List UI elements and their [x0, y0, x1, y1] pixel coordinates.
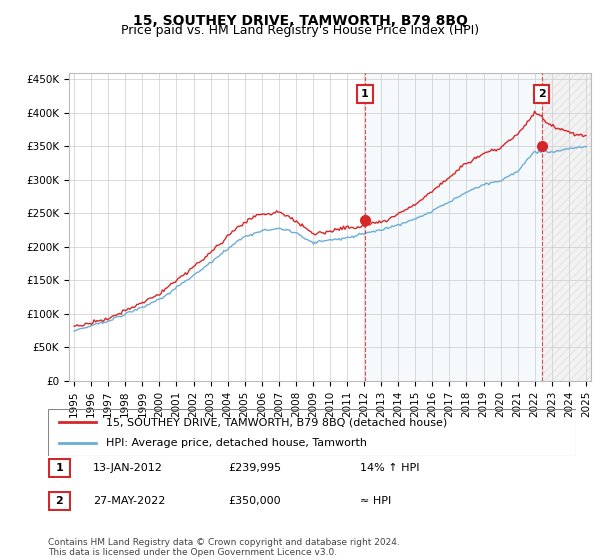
Text: Price paid vs. HM Land Registry's House Price Index (HPI): Price paid vs. HM Land Registry's House … — [121, 24, 479, 37]
Text: £239,995: £239,995 — [228, 463, 281, 473]
Bar — [542, 73, 591, 381]
Text: HPI: Average price, detached house, Tamworth: HPI: Average price, detached house, Tamw… — [106, 438, 367, 448]
Text: 15, SOUTHEY DRIVE, TAMWORTH, B79 8BQ (detached house): 15, SOUTHEY DRIVE, TAMWORTH, B79 8BQ (de… — [106, 417, 448, 427]
Bar — [365, 73, 542, 381]
Text: ≈ HPI: ≈ HPI — [360, 496, 391, 506]
Text: £350,000: £350,000 — [228, 496, 281, 506]
Text: 2: 2 — [56, 496, 63, 506]
Text: Contains HM Land Registry data © Crown copyright and database right 2024.
This d: Contains HM Land Registry data © Crown c… — [48, 538, 400, 557]
Text: 13-JAN-2012: 13-JAN-2012 — [93, 463, 163, 473]
Text: 15, SOUTHEY DRIVE, TAMWORTH, B79 8BQ: 15, SOUTHEY DRIVE, TAMWORTH, B79 8BQ — [133, 14, 467, 28]
Text: 2: 2 — [538, 90, 545, 99]
Text: 27-MAY-2022: 27-MAY-2022 — [93, 496, 166, 506]
Text: 1: 1 — [361, 90, 368, 99]
Text: 1: 1 — [56, 463, 63, 473]
Text: 14% ↑ HPI: 14% ↑ HPI — [360, 463, 419, 473]
